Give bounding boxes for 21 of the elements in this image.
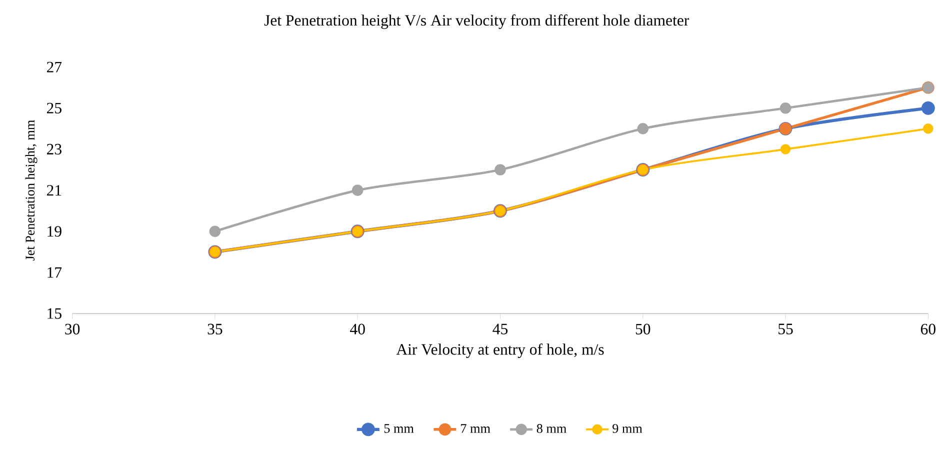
x-axis-title: Air Velocity at entry of hole, m/s <box>396 344 604 358</box>
legend-label: 5 mm <box>384 424 414 434</box>
x-tick-label: 50 <box>636 324 650 335</box>
y-tick-label: 19 <box>48 226 62 237</box>
x-tick-label: 35 <box>208 324 222 335</box>
chart-title: Jet Penetration height V/s Air velocity from different hole diameter <box>264 14 690 30</box>
y-tick-label: 17 <box>48 267 62 278</box>
legend-label: 7 mm <box>461 424 490 433</box>
x-tick-label: 40 <box>350 324 365 335</box>
y-tick-label: 15 <box>48 308 62 320</box>
y-tick-label: 23 <box>46 144 62 155</box>
y-tick-label: 25 <box>46 103 62 114</box>
x-tick-label: 45 <box>492 324 508 335</box>
legend-label: 8 mm <box>536 424 566 434</box>
x-tick-label: 55 <box>778 324 793 334</box>
x-tick-label: 60 <box>920 324 936 335</box>
x-tick-label: 30 <box>65 324 80 335</box>
y-tick-label: 27 <box>46 62 62 72</box>
y-tick-label: 21 <box>46 185 62 196</box>
y-axis-title: Jet Penetration height, mm <box>25 120 38 261</box>
legend-label: 9 mm <box>612 424 642 434</box>
